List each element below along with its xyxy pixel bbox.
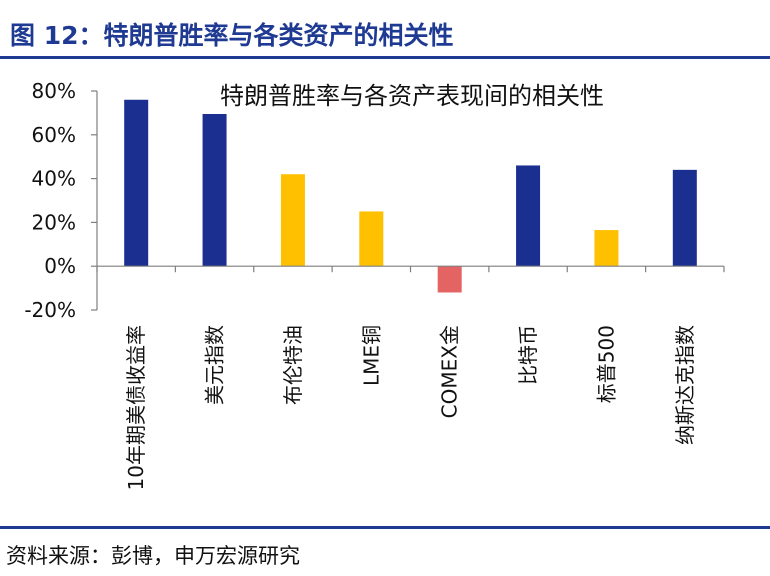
category-label: 布伦特油 [281, 325, 305, 405]
category-label: 比特币 [516, 325, 540, 385]
bar-8 [672, 169, 697, 267]
title-divider [0, 56, 770, 59]
y-tick-label: 60% [32, 123, 76, 147]
y-tick-label: 20% [32, 210, 76, 234]
source-note: 资料来源：彭博，申万宏源研究 [6, 544, 300, 568]
figure-title: 图 12：特朗普胜率与各类资产的相关性 [10, 21, 454, 50]
bar-1 [124, 99, 149, 267]
bar-7 [594, 230, 619, 267]
category-labels: 10年期美债收益率 美元指数 布伦特油 LME铜 COMEX金 比特币 标普500 纳斯达克指… [124, 325, 697, 490]
category-label: 标普500 [594, 325, 618, 403]
y-tick-label: 80% [32, 79, 76, 103]
bars [124, 99, 697, 293]
bar-2 [202, 113, 227, 267]
category-label: LME铜 [359, 325, 383, 386]
bar-6 [516, 165, 541, 267]
category-label: 纳斯达克指数 [673, 325, 697, 445]
bar-3 [280, 174, 305, 267]
y-tick-label: 40% [32, 167, 76, 191]
bar-chart: 特朗普胜率与各资产表现间的相关性 -20% 0% 20% 40% 60% 80% 10年期… [24, 79, 725, 490]
chart-title: 特朗普胜率与各资产表现间的相关性 [220, 82, 604, 110]
category-label: COMEX金 [438, 325, 462, 418]
y-axis: -20% 0% 20% 40% 60% 80% [24, 79, 98, 322]
category-label: 10年期美债收益率 [124, 325, 148, 490]
category-label: 美元指数 [203, 325, 227, 405]
bar-5 [437, 266, 462, 293]
bar-4 [359, 211, 384, 267]
y-tick-label: -20% [24, 298, 76, 322]
footer-divider [0, 526, 770, 529]
y-tick-label: 0% [44, 254, 76, 278]
x-axis [96, 265, 725, 273]
